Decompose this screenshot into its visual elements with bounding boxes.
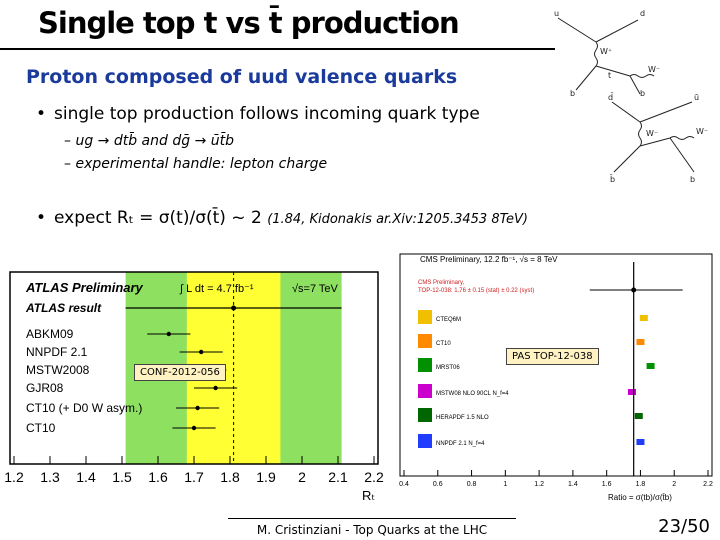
feynman-diagram-bottom: d̄ ū W⁻ W⁻ b̄ b xyxy=(608,92,708,184)
feynman-diagram-top: u d W⁺ W⁻ t b b xyxy=(554,9,660,98)
cms-title: CMS Preliminary, 12.2 fb⁻¹, √s = 8 TeV xyxy=(420,255,558,264)
cms-pdf-bar xyxy=(636,339,645,345)
atlas-xtick-label: 2 xyxy=(298,469,306,485)
atlas-xtick-label: 1.3 xyxy=(40,469,60,485)
cms-pdf-bar xyxy=(628,389,636,395)
atlas-energy: √s=7 TeV xyxy=(292,283,339,295)
feyn-bot-b: b̄ xyxy=(609,174,615,184)
atlas-xtick-label: 1.8 xyxy=(220,469,240,485)
feyn-bot-b2: b xyxy=(690,175,695,184)
cms-swatch xyxy=(418,310,432,324)
cms-xtick-label: 1 xyxy=(503,481,507,488)
cms-xtick-label: 1.4 xyxy=(568,481,578,488)
cms-pdf-label: MRST06 xyxy=(436,365,460,371)
cms-pdf-label: NNPDF 2.1 N_f=4 xyxy=(436,441,485,447)
cms-measurement-point xyxy=(631,287,637,293)
bullet-dot: • xyxy=(36,104,47,124)
feyn-bot-u: ū xyxy=(694,93,699,102)
atlas-xtick-label: 2.1 xyxy=(328,469,348,485)
cms-swatch xyxy=(418,358,432,372)
atlas-pdf-point xyxy=(191,425,197,431)
atlas-xlabel: Rₜ xyxy=(362,488,375,503)
sub-bullet-1: – ug → dtb̄ and dḡ → ūt̄b xyxy=(64,133,234,149)
cms-swatch xyxy=(418,384,432,398)
cms-xtick-label: 0.6 xyxy=(433,481,443,488)
cms-pdf-label: CT10 xyxy=(436,341,451,347)
atlas-pdf-label: CT10 (+ D0 W asym.) xyxy=(26,401,142,415)
feyn-top-t: t xyxy=(608,71,611,80)
atlas-pdf-point xyxy=(195,405,200,411)
cms-pdf-label: MSTW08 NLO 90CL N_f=4 xyxy=(436,391,509,397)
cms-pas-tag: PAS TOP-12-038 xyxy=(506,348,599,365)
atlas-xtick-label: 1.4 xyxy=(76,469,96,485)
atlas-title-bold: ATLAS Preliminary xyxy=(25,280,144,295)
page-number: 23/50 xyxy=(658,516,710,537)
atlas-lumi: ∫ L dt = 4.7 fb⁻¹ xyxy=(179,283,254,295)
feyn-top-u: u xyxy=(554,9,559,18)
atlas-xtick-label: 1.9 xyxy=(256,469,276,485)
cms-meas-line2: TOP-12-038: 1.76 ± 0.15 (stat) ± 0.22 (s… xyxy=(418,288,534,294)
feyn-top-d: d xyxy=(640,9,645,18)
atlas-pdf-point xyxy=(199,349,204,355)
feyn-bot-d: d̄ xyxy=(608,92,614,102)
cms-xtick-label: 2.2 xyxy=(703,481,713,488)
atlas-result-point xyxy=(231,305,237,311)
atlas-xtick-label: 1.5 xyxy=(112,469,132,485)
atlas-pdf-label: GJR08 xyxy=(26,381,64,395)
atlas-xtick-label: 1.2 xyxy=(4,469,24,485)
cms-pdf-bar xyxy=(639,315,648,321)
cms-meas-line1: CMS Preliminary, xyxy=(418,280,465,286)
cms-swatch xyxy=(418,434,432,448)
cms-xtick-label: 0.8 xyxy=(467,481,477,488)
cms-pdf-bar xyxy=(636,439,645,445)
atlas-pdf-label: CT10 xyxy=(26,421,56,435)
feyn-top-w: W⁺ xyxy=(600,47,612,56)
atlas-conf-tag: CONF-2012-056 xyxy=(134,364,226,381)
atlas-xtick-label: 1.7 xyxy=(184,469,204,485)
atlas-pdf-label: NNPDF 2.1 xyxy=(26,345,88,359)
bullet-dot: • xyxy=(36,208,47,228)
atlas-pdf-label: ABKM09 xyxy=(26,327,74,341)
bullet-2-text: expect Rₜ = σ(t)/σ(t̄) ~ 2 xyxy=(54,208,262,228)
feyn-bot-wp: W⁻ xyxy=(696,127,708,136)
cms-ratio-chart: CMS Preliminary, 12.2 fb⁻¹, √s = 8 TeV C… xyxy=(396,244,720,508)
feyn-bot-w: W⁻ xyxy=(646,129,658,138)
cms-xtick-label: 0.4 xyxy=(399,481,409,488)
atlas-result-label: ATLAS result xyxy=(25,301,102,315)
atlas-rt-chart: ATLAS Preliminary ∫ L dt = 4.7 fb⁻¹ √s=7… xyxy=(0,268,392,508)
feyn-top-b: b xyxy=(570,89,575,98)
footer-text: M. Cristinziani - Top Quarks at the LHC xyxy=(228,518,516,540)
bullet-1-text: single top production follows incoming q… xyxy=(54,104,480,124)
atlas-xtick-label: 1.6 xyxy=(148,469,168,485)
cms-pdf-bar xyxy=(634,413,643,419)
cms-xtick-label: 1.8 xyxy=(636,481,646,488)
bullet-2: • expect Rₜ = σ(t)/σ(t̄) ~ 2 (1.84, Kidon… xyxy=(36,208,528,228)
subtitle: Proton composed of uud valence quarks xyxy=(26,66,458,88)
cms-pdf-label: CTEQ6M xyxy=(436,317,461,323)
cms-xtick-label: 2 xyxy=(672,481,676,488)
slide-title: Single top t vs t̄ production xyxy=(38,6,460,40)
title-rule xyxy=(0,48,555,50)
cms-swatch xyxy=(418,408,432,422)
bullet-1: • single top production follows incoming … xyxy=(36,104,480,124)
cms-pdf-label: HERAPDF 1.5 NLO xyxy=(436,415,489,421)
atlas-pdf-label: MSTW2008 xyxy=(26,363,90,377)
cms-swatch xyxy=(418,334,432,348)
cms-pdf-bar xyxy=(646,363,655,369)
cms-xlabel: Ratio = σ(tb)/σ(t̄b) xyxy=(608,493,672,502)
feyn-top-wm: W⁻ xyxy=(648,65,660,74)
cms-xtick-label: 1.6 xyxy=(602,481,612,488)
sub-bullet-2: – experimental handle: lepton charge xyxy=(64,156,328,172)
atlas-xtick-label: 2.2 xyxy=(364,469,384,485)
cms-xtick-label: 1.2 xyxy=(534,481,544,488)
feyn-top-b2: b xyxy=(640,89,645,98)
atlas-pdf-point xyxy=(213,385,218,391)
bullet-2-reference: (1.84, Kidonakis ar.Xiv:1205.3453 8TeV) xyxy=(267,212,528,227)
atlas-pdf-point xyxy=(166,331,171,337)
